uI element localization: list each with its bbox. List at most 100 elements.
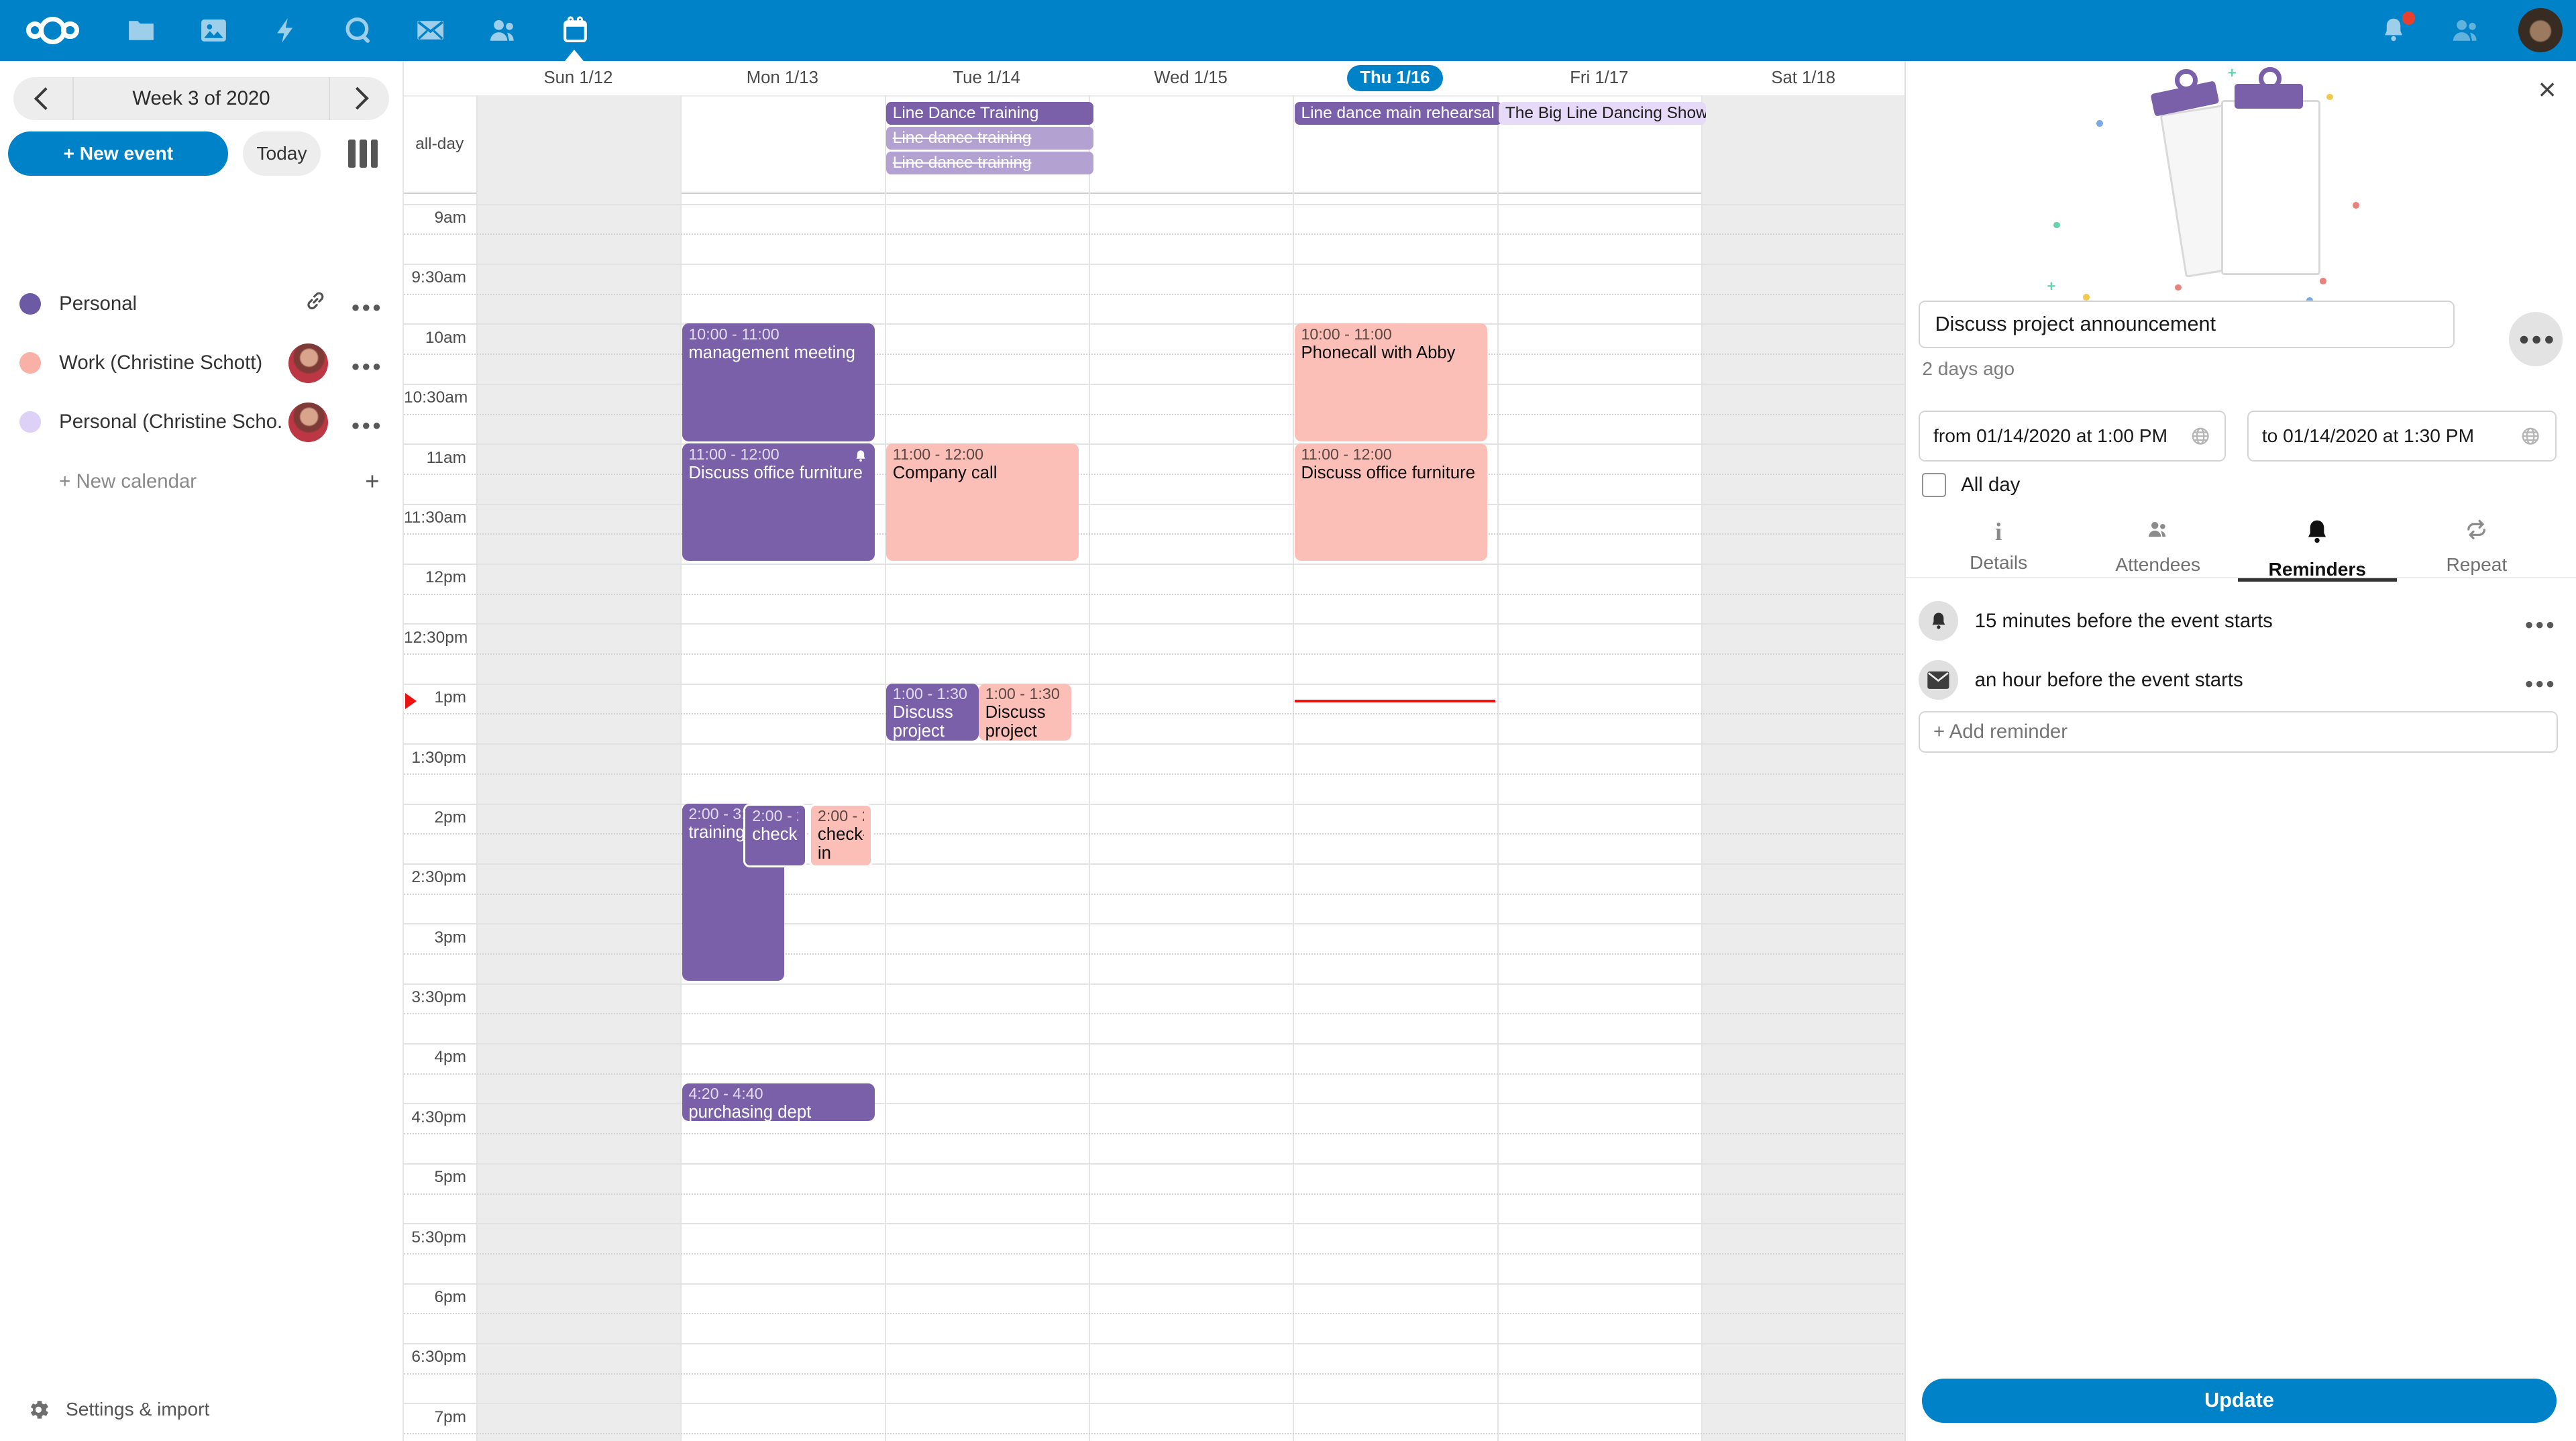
confetti-dot bbox=[2352, 202, 2359, 209]
event-title: Discuss office furniture bbox=[688, 463, 863, 482]
event-block[interactable]: 10:00 - 11:00 Phonecall with Abby bbox=[1294, 323, 1487, 441]
notifications-bell-icon[interactable] bbox=[2357, 0, 2430, 61]
time-label: 11am bbox=[426, 448, 467, 467]
quarter-hour-line bbox=[404, 413, 1906, 415]
calendar-color-dot bbox=[19, 352, 42, 374]
event-block[interactable]: 2:00 - 2:30check-in bbox=[743, 803, 808, 868]
all-day-event[interactable]: The Big Line Dancing Show bbox=[1499, 101, 1707, 125]
user-avatar[interactable] bbox=[2518, 8, 2563, 53]
day-header[interactable]: Sat 1/18 bbox=[1701, 61, 1905, 95]
event-block[interactable]: 10:00 - 11:00 management meeting bbox=[682, 323, 875, 441]
talk-app-icon[interactable] bbox=[322, 0, 394, 61]
event-block[interactable]: 1:00 - 1:30 Discuss project bbox=[978, 683, 1071, 741]
time-label: 2:30pm bbox=[411, 868, 467, 887]
tab-repeat[interactable]: Repeat bbox=[2397, 515, 2557, 579]
contacts-menu-icon[interactable] bbox=[2430, 0, 2502, 61]
week-label[interactable]: Week 3 of 2020 bbox=[72, 77, 331, 120]
all-day-toggle[interactable]: All day bbox=[1922, 473, 2020, 498]
event-block[interactable]: 4:20 - 4:40 purchasing dept bbox=[682, 1083, 875, 1121]
quarter-hour-line bbox=[404, 354, 1906, 355]
day-header[interactable]: Sun 1/12 bbox=[476, 61, 680, 95]
reminder-menu-button[interactable]: ●●● bbox=[2524, 606, 2556, 636]
timezone-globe-icon[interactable] bbox=[2189, 425, 2212, 447]
today-button[interactable]: Today bbox=[243, 131, 321, 176]
new-event-button[interactable]: + New event bbox=[8, 131, 229, 176]
quarter-hour-line bbox=[404, 893, 1906, 895]
event-title-input[interactable] bbox=[1919, 301, 2455, 349]
week-navigation: Week 3 of 2020 bbox=[13, 77, 390, 120]
calendar-menu-button[interactable]: ●●● bbox=[351, 407, 382, 437]
share-link-icon[interactable] bbox=[303, 288, 328, 320]
event-time: 10:00 - 11:00 bbox=[1301, 325, 1392, 343]
previous-week-button[interactable] bbox=[13, 77, 72, 120]
next-week-button[interactable] bbox=[330, 77, 389, 120]
event-time: 11:00 - 12:00 bbox=[688, 445, 780, 463]
contacts-app-icon[interactable] bbox=[466, 0, 539, 61]
event-title: Phonecall with Abby bbox=[1301, 343, 1456, 362]
calendar-list-item[interactable]: Personal ●●● bbox=[0, 274, 402, 333]
all-day-event[interactable]: Line dance training bbox=[885, 152, 1094, 175]
attendees-icon bbox=[2144, 517, 2172, 549]
activity-app-icon[interactable] bbox=[250, 0, 322, 61]
update-button[interactable]: Update bbox=[1922, 1378, 2557, 1423]
settings-import[interactable]: Settings & import bbox=[0, 1388, 209, 1431]
time-label: 7pm bbox=[434, 1407, 467, 1426]
add-reminder-button[interactable]: + Add reminder bbox=[1919, 711, 2559, 753]
mail-app-icon[interactable] bbox=[394, 0, 467, 61]
tab-reminders[interactable]: Reminders bbox=[2237, 515, 2398, 582]
tab-attendees[interactable]: Attendees bbox=[2078, 515, 2238, 579]
day-header[interactable]: Thu 1/16 bbox=[1293, 61, 1497, 95]
close-icon[interactable]: × bbox=[2538, 72, 2557, 107]
calendar-row-actions: ●●● bbox=[303, 288, 382, 320]
event-block[interactable]: 11:00 - 12:00 Company call bbox=[885, 443, 1079, 562]
event-title: management meeting bbox=[688, 343, 855, 362]
calendar-owner-avatar bbox=[288, 343, 329, 383]
event-block[interactable]: 11:00 - 12:00 Discuss office furniture bbox=[1294, 443, 1487, 562]
time-label: 1:30pm bbox=[411, 748, 467, 767]
calendar-menu-button[interactable]: ●●● bbox=[351, 348, 382, 378]
reminder-text: 15 minutes before the event starts bbox=[1974, 609, 2273, 632]
day-header[interactable]: Fri 1/17 bbox=[1497, 61, 1701, 95]
all-day-checkbox[interactable] bbox=[1922, 473, 1947, 498]
hour-line bbox=[404, 683, 1906, 685]
reminder-menu-button[interactable]: ●●● bbox=[2524, 665, 2556, 695]
end-datetime-input[interactable]: to 01/14/2020 at 1:30 PM bbox=[2247, 411, 2557, 462]
time-label: 10:30am bbox=[404, 388, 468, 407]
event-block[interactable]: 2:00 - 2:30check-in bbox=[809, 803, 873, 868]
hour-line bbox=[404, 443, 1906, 445]
day-header[interactable]: Wed 1/15 bbox=[1089, 61, 1293, 95]
start-datetime-input[interactable]: from 01/14/2020 at 1:00 PM bbox=[1919, 411, 2226, 462]
event-block[interactable]: 11:00 - 12:00 Discuss office furniture bbox=[682, 443, 875, 562]
calendar-list-item[interactable]: Work (Christine Schott) ●●● bbox=[0, 333, 402, 392]
day-header[interactable]: Mon 1/13 bbox=[680, 61, 884, 95]
tab-details[interactable]: i Details bbox=[1919, 515, 2078, 579]
event-time: 1:00 - 1:30 bbox=[985, 685, 1060, 703]
new-calendar-button[interactable]: + New calendar + bbox=[0, 451, 402, 511]
info-icon: i bbox=[1995, 518, 2002, 546]
all-day-event[interactable]: Line dance main rehearsal bbox=[1294, 101, 1502, 125]
all-day-event[interactable]: Line Dance Training bbox=[885, 101, 1094, 125]
hour-line bbox=[404, 1043, 1906, 1045]
nextcloud-logo[interactable] bbox=[0, 0, 105, 61]
day-header[interactable]: Tue 1/14 bbox=[885, 61, 1089, 95]
calendar-list: Personal ●●● Work (Christine Schott) ●●● Per… bbox=[0, 274, 402, 511]
photos-app-icon[interactable] bbox=[177, 0, 250, 61]
week-view-toggle-icon[interactable] bbox=[348, 140, 378, 168]
more-options-button[interactable]: ●●● bbox=[2508, 312, 2563, 367]
all-day-event[interactable]: Line dance training bbox=[885, 127, 1094, 150]
files-app-icon[interactable] bbox=[105, 0, 178, 61]
calendar-menu-button[interactable]: ●●● bbox=[351, 289, 382, 319]
quarter-hour-line bbox=[404, 773, 1906, 775]
hour-line bbox=[404, 1403, 1906, 1405]
event-time: 11:00 - 12:00 bbox=[892, 445, 984, 463]
calendar-list-item[interactable]: Personal (Christine Scho...) ●●● bbox=[0, 392, 402, 451]
event-time: 1:00 - 1:30 bbox=[892, 685, 967, 703]
day-header-label: Sun 1/12 bbox=[543, 68, 613, 87]
calendar-app-icon[interactable] bbox=[539, 0, 611, 61]
time-label: 5pm bbox=[434, 1168, 467, 1187]
quarter-hour-line bbox=[404, 473, 1906, 475]
topbar-right bbox=[2357, 0, 2576, 61]
timezone-globe-icon[interactable] bbox=[2519, 425, 2542, 447]
